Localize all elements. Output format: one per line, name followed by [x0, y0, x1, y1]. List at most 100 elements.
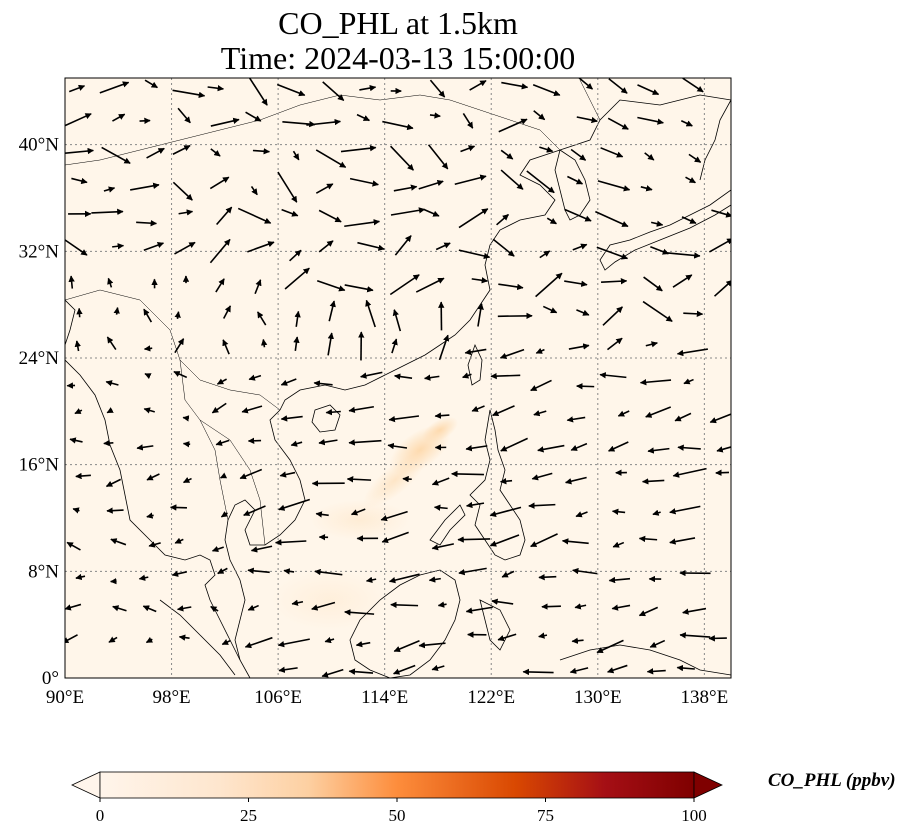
wind-arrow — [471, 405, 485, 412]
wind-arrow — [101, 146, 131, 164]
wind-arrow — [138, 574, 149, 581]
wind-arrow — [318, 240, 334, 253]
wind-arrow — [451, 470, 484, 478]
wind-arrow — [428, 576, 441, 583]
wind-arrow — [243, 505, 266, 517]
wind-arrow — [391, 338, 398, 354]
wind-arrow — [107, 277, 114, 288]
wind-arrow — [215, 278, 225, 293]
wind-arrow — [252, 148, 271, 155]
wind-arrow — [531, 472, 553, 481]
wind-arrow — [314, 568, 343, 576]
wind-arrow — [637, 116, 664, 125]
wind-arrow — [280, 415, 303, 422]
wind-arrow — [248, 78, 268, 106]
wind-arrow — [220, 511, 229, 518]
wind-arrow — [471, 277, 489, 284]
wind-arrow — [499, 348, 525, 359]
wind-arrow — [112, 243, 125, 250]
wind-arrow — [431, 543, 454, 551]
wind-arrow — [357, 241, 385, 251]
wind-arrow — [182, 441, 191, 448]
wind-arrow — [392, 664, 416, 675]
wind-arrow — [306, 118, 341, 126]
wind-arrow — [211, 545, 224, 553]
wind-arrow — [145, 636, 154, 644]
wind-arrow — [539, 146, 554, 153]
wind-arrow — [607, 117, 629, 130]
wind-arrow — [464, 348, 487, 356]
wind-arrow — [143, 242, 165, 251]
wind-arrow — [348, 668, 374, 675]
wind-arrow — [683, 310, 704, 318]
wind-arrow — [638, 606, 659, 617]
wind-arrow — [608, 576, 631, 584]
colorbar-tick-label: 100 — [681, 806, 707, 825]
wind-arrow — [530, 533, 558, 548]
wind-arrow — [611, 508, 626, 515]
wind-arrow — [394, 235, 412, 256]
wind-arrow — [293, 336, 300, 351]
wind-arrow — [108, 636, 118, 643]
wind-arrow — [172, 144, 191, 155]
wind-arrow — [672, 467, 707, 478]
wind-arrow — [427, 144, 449, 170]
wind-arrow — [365, 299, 376, 328]
wind-arrow — [322, 81, 345, 102]
wind-arrow — [65, 113, 92, 127]
wind-arrow — [143, 407, 155, 414]
wind-arrow — [577, 78, 593, 90]
lon-tick-label: 122°E — [467, 687, 515, 708]
wind-arrow — [637, 84, 660, 96]
wind-arrow — [393, 184, 418, 192]
wind-arrow — [209, 238, 231, 264]
wind-arrow — [174, 311, 181, 320]
wind-arrow — [418, 641, 446, 649]
wind-arrow — [644, 152, 655, 161]
wind-arrow — [315, 511, 329, 518]
wind-arrow — [596, 639, 624, 654]
wind-arrow — [176, 605, 192, 612]
wind-arrow — [564, 208, 592, 222]
wind-arrow — [528, 502, 556, 509]
wind-vector-field — [65, 78, 731, 678]
wind-arrow — [172, 181, 193, 201]
wind-arrow — [435, 242, 451, 251]
wind-arrow — [541, 603, 561, 610]
wind-arrow — [685, 176, 696, 184]
map-title: CO_PHL at 1.5km — [278, 5, 518, 41]
wind-arrow — [538, 573, 557, 581]
wind-arrow — [382, 120, 414, 131]
wind-arrow — [496, 213, 509, 226]
wind-arrow — [387, 442, 408, 450]
lat-tick-label: 24°N — [19, 348, 60, 369]
wind-arrow — [381, 531, 409, 544]
wind-arrow — [142, 605, 157, 613]
wind-arrow — [682, 78, 704, 93]
wind-arrow — [489, 534, 520, 547]
wind-arrow — [348, 405, 374, 414]
wind-arrow — [669, 505, 701, 515]
lon-tick-label: 106°E — [254, 687, 302, 708]
wind-arrow — [638, 535, 658, 543]
wind-arrow — [244, 636, 273, 649]
wind-arrow — [683, 378, 694, 385]
wind-arrow — [646, 668, 666, 675]
wind-arrow — [600, 147, 624, 158]
wind-arrow — [254, 279, 262, 295]
wind-arrow — [429, 112, 441, 119]
wind-arrow — [641, 478, 665, 485]
wind-arrow — [546, 217, 557, 225]
wind-arrow — [465, 501, 485, 509]
wind-arrow — [346, 476, 372, 483]
wind-arrow — [245, 111, 262, 122]
wind-arrow — [676, 664, 695, 672]
wind-arrow — [216, 378, 227, 385]
wind-arrow — [241, 405, 263, 414]
wind-arrow — [565, 476, 587, 485]
wind-arrow — [457, 536, 491, 543]
wind-arrow — [650, 245, 670, 255]
wind-arrow — [389, 274, 420, 296]
wind-arrow — [492, 238, 515, 257]
wind-arrow — [576, 383, 595, 390]
